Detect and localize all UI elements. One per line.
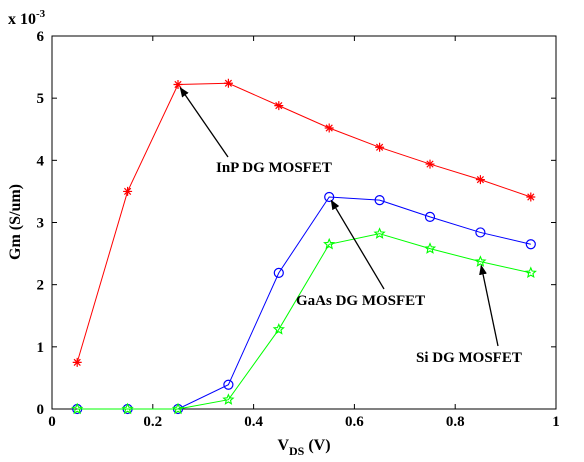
annotation: Si DG MOSFET xyxy=(416,264,522,366)
data-point xyxy=(324,123,334,133)
data-point xyxy=(425,159,435,169)
data-point xyxy=(324,191,335,203)
y-tick-label: 0 xyxy=(37,402,45,418)
data-point xyxy=(222,393,235,405)
x-tick-label: 0.2 xyxy=(143,414,162,430)
annotation-layer: InP DG MOSFET GaAs DG MOSFET Si DG MOSFET xyxy=(179,86,522,366)
series-line xyxy=(76,82,531,363)
series-line xyxy=(77,233,531,410)
annotation-label: InP DG MOSFET xyxy=(216,160,332,176)
data-point xyxy=(121,402,134,415)
x-tick-label: 1 xyxy=(552,414,560,430)
y-axis-title: Gm (S/um) xyxy=(7,184,24,260)
annotation: GaAs DG MOSFET xyxy=(296,199,425,309)
data-point xyxy=(223,379,234,390)
data-point xyxy=(173,79,183,89)
data-point xyxy=(273,267,284,278)
data-point xyxy=(423,242,437,254)
annotation-arrow xyxy=(479,264,499,347)
plot-area xyxy=(51,35,557,410)
annotation: InP DG MOSFET xyxy=(179,86,332,176)
y-multiplier: x 10-3 xyxy=(8,8,46,28)
annotation-label: Si DG MOSFET xyxy=(416,350,522,366)
axis-ticks: 0 0.2 0.4 0.6 0.8 1 0 1 2 3 4 5 6 xyxy=(37,29,560,430)
data-point xyxy=(474,255,487,267)
data-point xyxy=(223,78,233,88)
annotation-arrow xyxy=(330,199,385,290)
y-tick-label: 2 xyxy=(37,278,45,294)
data-point xyxy=(525,239,536,250)
series-inp-dg-mosfet xyxy=(72,78,536,367)
data-point xyxy=(123,186,133,196)
data-point xyxy=(171,402,185,415)
data-point xyxy=(475,227,486,238)
data-point xyxy=(272,322,285,335)
y-tick-label: 4 xyxy=(37,153,45,169)
data-point xyxy=(374,195,385,206)
annotation-arrow xyxy=(179,86,229,158)
data-point xyxy=(72,357,82,367)
x-tick-label: 0.6 xyxy=(345,414,364,430)
x-tick-label: 0.4 xyxy=(244,414,263,430)
y-tick-label: 5 xyxy=(37,91,45,107)
data-point xyxy=(323,237,336,250)
data-point xyxy=(373,227,386,239)
data-point xyxy=(375,142,385,152)
y-tick-label: 1 xyxy=(37,340,45,356)
y-tick-label: 6 xyxy=(37,29,45,45)
data-point xyxy=(526,192,536,202)
y-tick-label: 3 xyxy=(37,216,45,232)
annotation-label: GaAs DG MOSFET xyxy=(296,293,425,309)
x-tick-label: 0.8 xyxy=(446,414,465,430)
data-point xyxy=(274,101,284,111)
data-point xyxy=(524,266,537,279)
x-axis-title: VDS (V) xyxy=(277,437,330,458)
series-layer xyxy=(71,78,537,415)
data-point xyxy=(475,175,485,185)
x-tick-label: 0 xyxy=(48,414,56,430)
data-point xyxy=(71,402,84,415)
series-si-dg-mosfet xyxy=(71,227,537,415)
data-point xyxy=(424,211,436,223)
